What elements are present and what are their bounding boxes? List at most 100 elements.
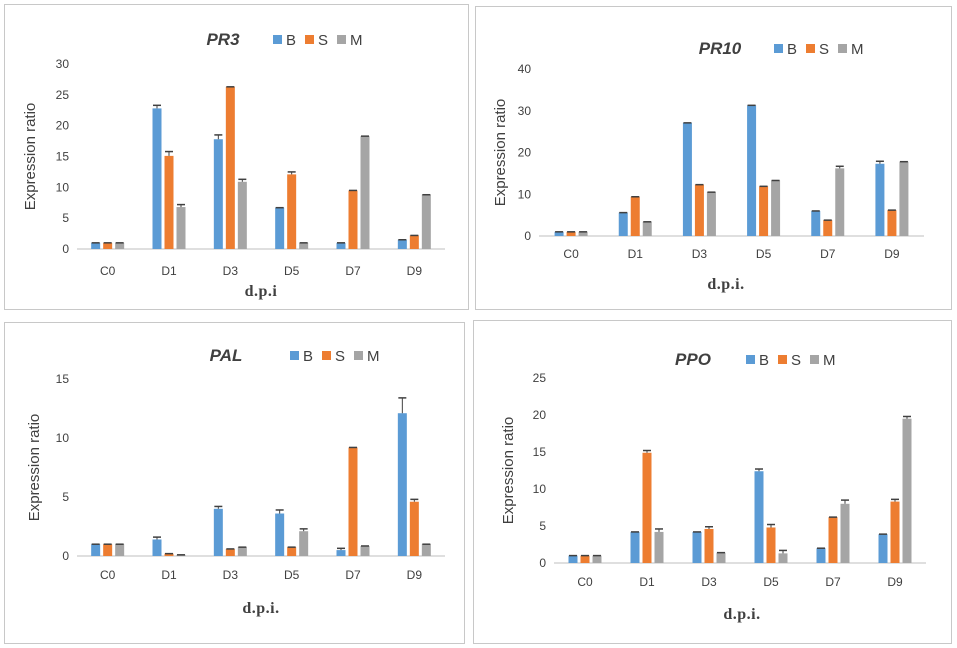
bar-s-d9 (887, 210, 897, 236)
y-tick-label: 25 (533, 371, 547, 385)
bar-s-c0 (580, 555, 590, 563)
bar-b-d7 (336, 550, 346, 556)
y-tick-label: 15 (56, 150, 70, 164)
legend-swatch-b (290, 351, 299, 360)
bar-s-d5 (287, 174, 297, 249)
legend-swatch-s (322, 351, 331, 360)
x-axis-title: d.p.i. (242, 600, 279, 617)
bar-s-d7 (828, 517, 838, 563)
bar-s-c0 (566, 231, 576, 236)
legend-swatch-b (273, 35, 282, 44)
chart-title: PAL (210, 346, 243, 365)
x-tick-label: C0 (100, 264, 116, 278)
chart-panel-ppo: PPO B S M 0 5 10 15 20 25 C0 D1 D3 D5 D7 D9 Expression r… (473, 320, 952, 644)
bar-m-d9 (421, 194, 431, 249)
legend-swatch-m (337, 35, 346, 44)
bar-m-d1 (642, 221, 652, 236)
bar-s-d1 (630, 196, 640, 236)
bar-b-d5 (275, 207, 285, 249)
chart-panel-pr3: PR3 B S M 0 5 10 15 20 25 30 C0 D1 D3 D5 D7 D9 Expression… (4, 4, 469, 310)
bar-m-d3 (706, 192, 716, 236)
y-tick-label: 30 (518, 104, 532, 118)
bar-s-d3 (225, 86, 235, 249)
x-axis-title: d.p.i. (723, 606, 760, 623)
bar-m-d3 (237, 547, 247, 556)
legend-label-b: B (787, 41, 797, 58)
x-tick-label: D7 (345, 568, 361, 582)
y-axis-title: Expression ratio (26, 414, 43, 522)
y-axis-title: Expression ratio (492, 99, 509, 207)
legend-swatch-b (774, 44, 783, 53)
y-tick-label: 40 (518, 62, 532, 76)
bar-s-d9 (890, 501, 900, 563)
legend-label-s: S (819, 41, 829, 58)
bar-b-c0 (554, 231, 564, 236)
legend-label-m: M (823, 352, 836, 369)
y-tick-label: 15 (533, 445, 547, 459)
x-tick-label: D9 (884, 247, 900, 261)
chart-panel-pr10: PR10 B S M 0 10 20 30 40 C0 D1 D3 D5 D7 D9 Expression r… (475, 6, 952, 310)
y-tick-label: 25 (56, 88, 70, 102)
legend-swatch-b (746, 355, 755, 364)
bar-b-d5 (754, 471, 764, 563)
bar-b-d1 (152, 108, 162, 250)
bar-b-c0 (568, 555, 578, 563)
y-tick-label: 0 (62, 242, 69, 256)
bar-m-d7 (835, 168, 845, 236)
chart-panel-pal: PAL B S M 0 5 10 15 C0 D1 D3 D5 D7 D9 Expression ratio… (4, 322, 465, 644)
x-tick-label: D1 (628, 247, 644, 261)
bar-s-d5 (766, 527, 776, 563)
bar-m-d7 (840, 503, 850, 563)
bar-m-d5 (299, 242, 309, 249)
y-tick-label: 10 (56, 431, 70, 445)
x-tick-label: C0 (100, 568, 116, 582)
legend-swatch-m (810, 355, 819, 364)
bar-s-c0 (103, 242, 113, 249)
legend-label-b: B (303, 348, 313, 365)
chart-svg-pr10: PR10 B S M 0 10 20 30 40 C0 D1 D3 D5 D7 D9 Expression r… (492, 39, 924, 293)
y-tick-label: 20 (533, 408, 547, 422)
legend-swatch-s (305, 35, 314, 44)
bar-b-d1 (630, 531, 640, 563)
legend-label-m: M (350, 32, 363, 49)
bar-s-d9 (409, 235, 419, 249)
x-tick-label: D7 (825, 575, 841, 589)
bar-s-d5 (759, 186, 769, 236)
legend-label-b: B (759, 352, 769, 369)
y-tick-label: 0 (524, 229, 531, 243)
bar-m-c0 (578, 231, 588, 236)
y-axis-title: Expression ratio (22, 103, 39, 211)
legend-label-m: M (851, 41, 864, 58)
bar-b-d5 (275, 513, 285, 556)
bar-m-d3 (716, 552, 726, 563)
x-tick-label: D7 (345, 264, 361, 278)
bar-s-d5 (287, 547, 297, 556)
chart-svg-ppo: PPO B S M 0 5 10 15 20 25 C0 D1 D3 D5 D7 D9 Expression r… (500, 350, 926, 623)
legend-swatch-m (838, 44, 847, 53)
bar-m-d7 (360, 136, 370, 249)
legend-label-s: S (335, 348, 345, 365)
legend-swatch-m (354, 351, 363, 360)
x-tick-label: D3 (692, 247, 708, 261)
bar-b-d7 (811, 210, 821, 236)
x-tick-label: D3 (223, 264, 239, 278)
y-tick-label: 15 (56, 372, 70, 386)
bar-b-d9 (878, 534, 888, 563)
y-tick-label: 30 (56, 57, 70, 71)
legend-label-s: S (318, 32, 328, 49)
bar-m-d9 (421, 544, 431, 556)
bar-b-c0 (91, 544, 101, 556)
x-tick-label: D3 (701, 575, 717, 589)
bar-m-d5 (299, 531, 309, 556)
chart-title: PR10 (699, 39, 742, 58)
bar-s-d1 (164, 553, 174, 556)
x-tick-label: D1 (639, 575, 655, 589)
bar-b-d3 (213, 508, 223, 556)
bar-s-d3 (704, 528, 714, 563)
bar-b-c0 (91, 242, 101, 249)
legend-swatch-s (778, 355, 787, 364)
bar-b-d9 (875, 163, 885, 236)
y-tick-label: 10 (518, 187, 532, 201)
x-tick-label: C0 (577, 575, 593, 589)
y-tick-label: 0 (539, 556, 546, 570)
